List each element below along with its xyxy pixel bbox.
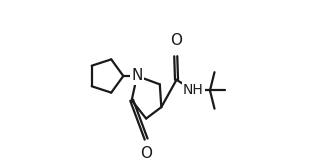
Text: O: O (140, 146, 152, 161)
Text: O: O (170, 33, 182, 48)
Text: N: N (131, 69, 143, 83)
Text: NH: NH (183, 83, 204, 97)
